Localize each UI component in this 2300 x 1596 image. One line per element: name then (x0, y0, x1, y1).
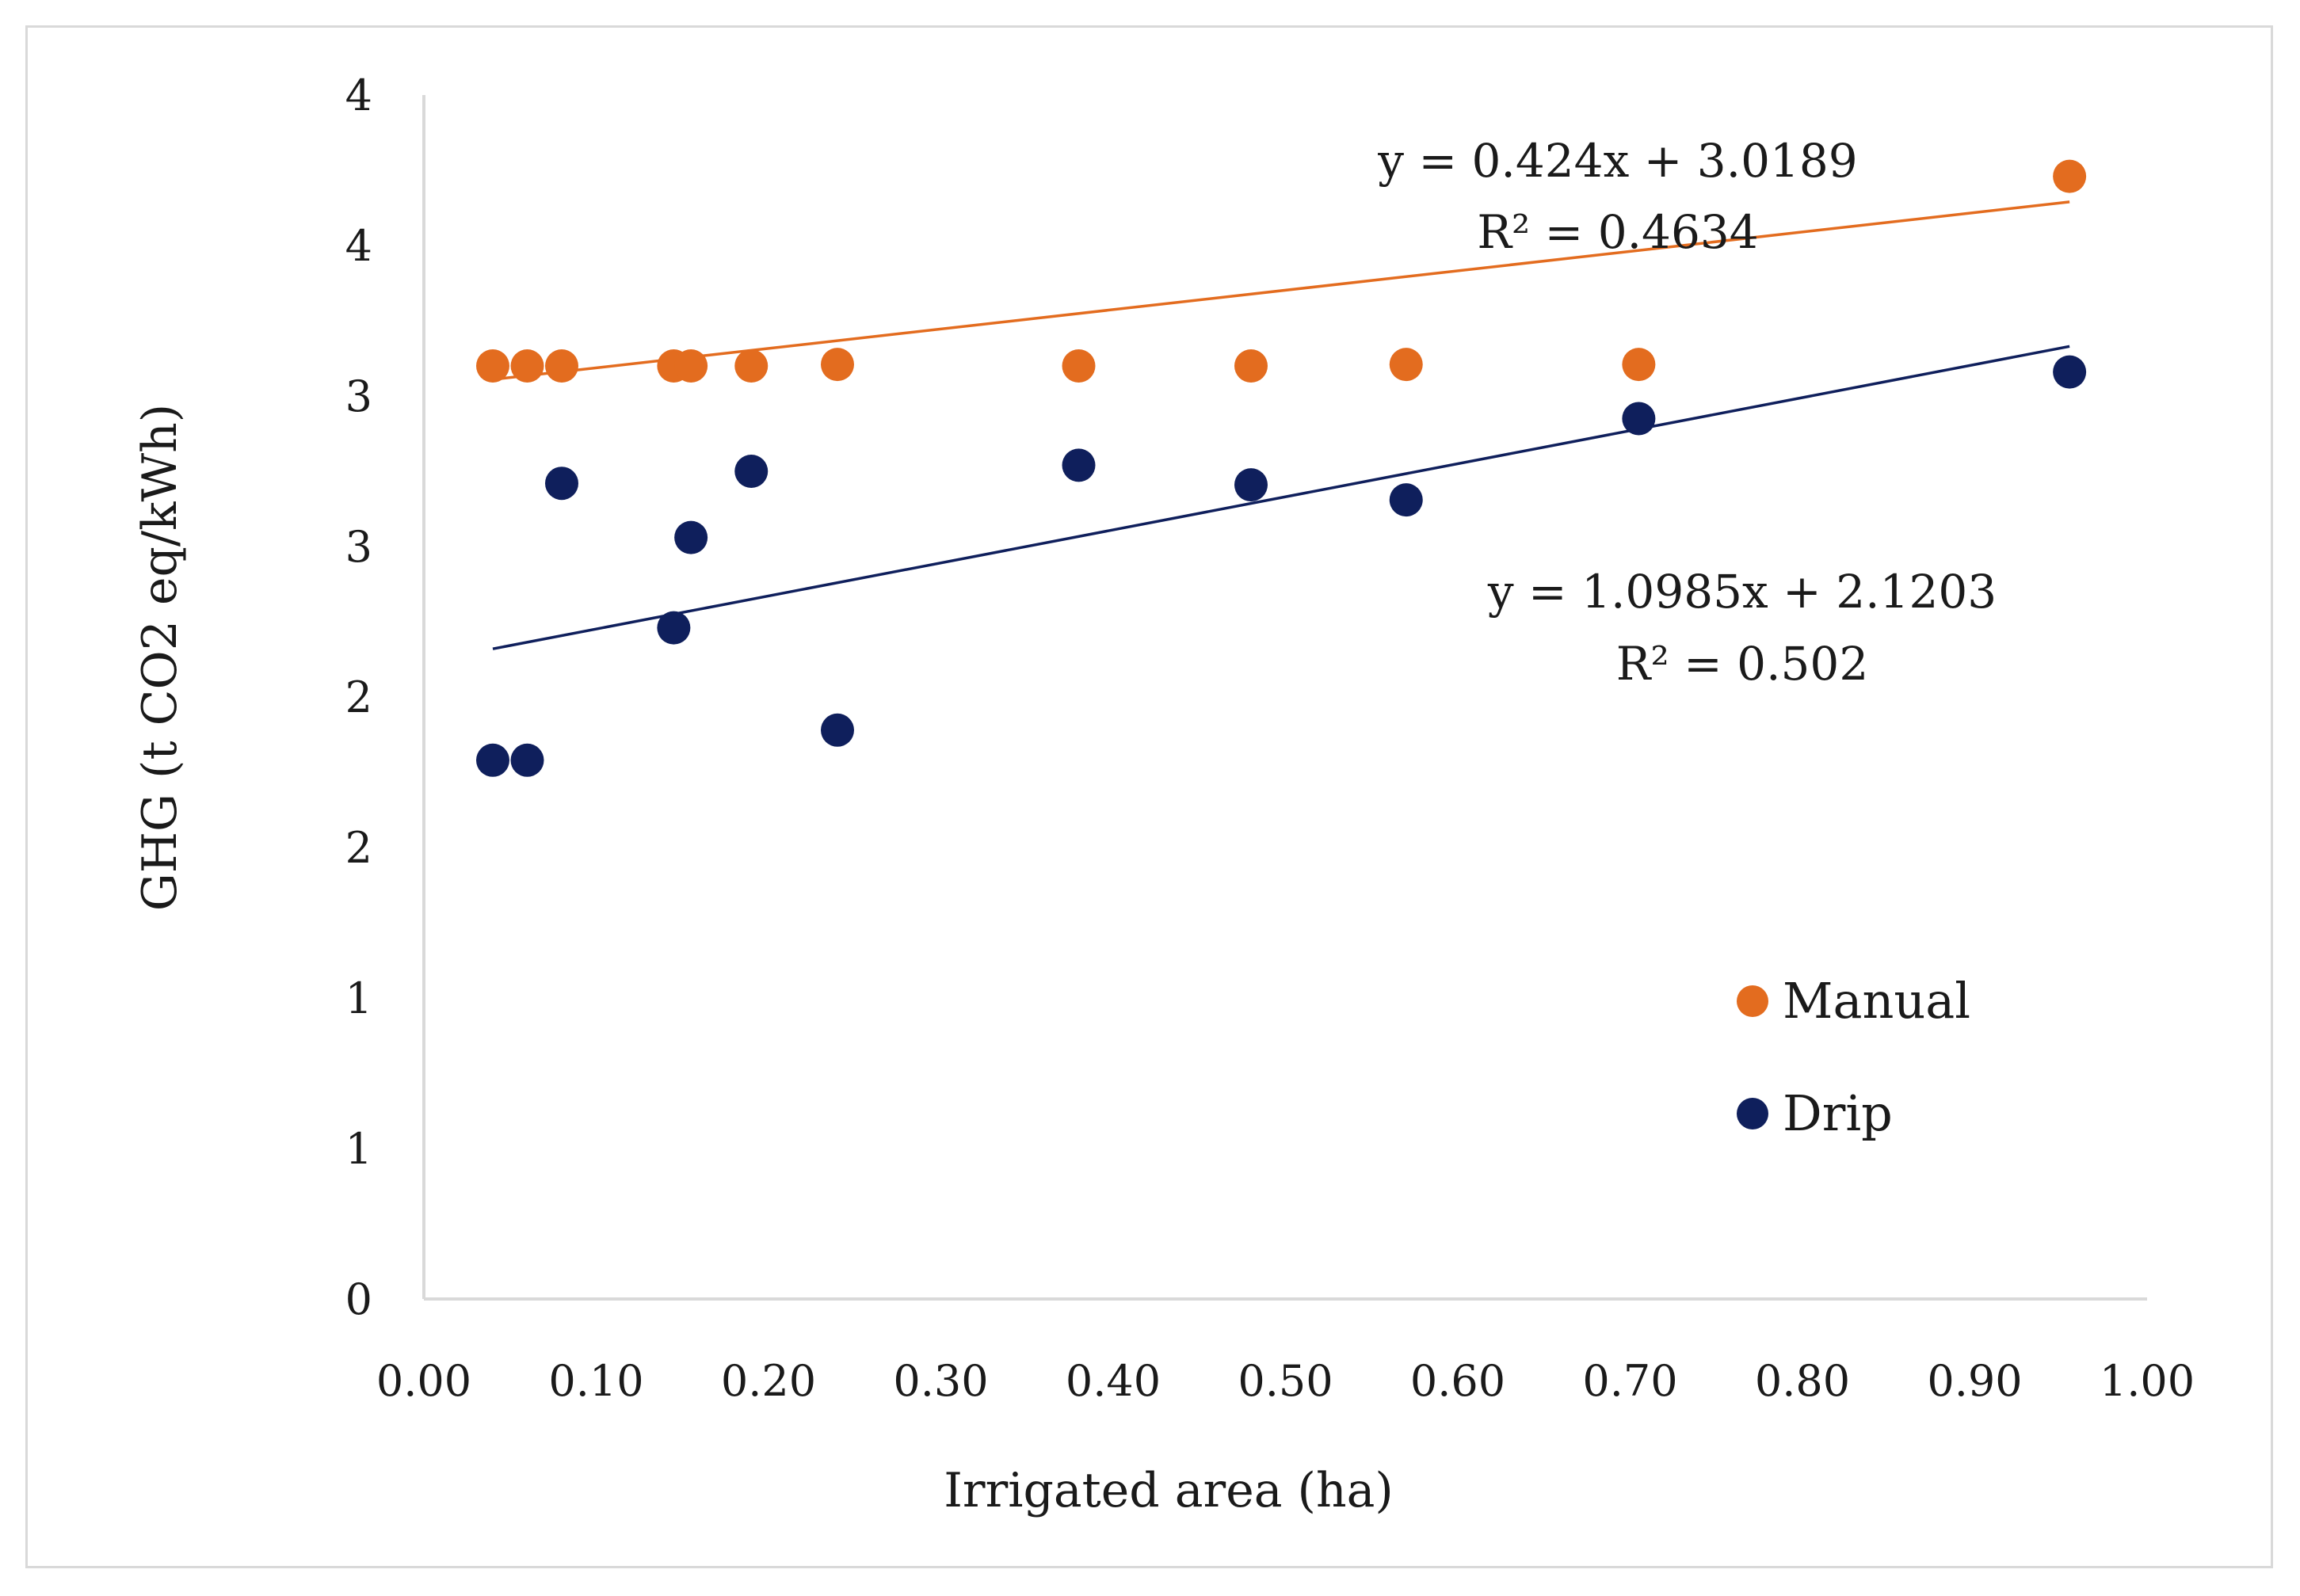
y-tick-label: 1 (345, 1124, 372, 1174)
drip-point (734, 455, 769, 488)
drip-point (1062, 448, 1096, 482)
x-axis-title: Irrigated area (ha) (944, 1463, 1394, 1518)
drip-r2: R² = 0.502 (1616, 637, 1868, 691)
drip-point (657, 611, 691, 645)
manual-point (545, 349, 578, 383)
manual-point (1622, 348, 1656, 382)
drip-point (1389, 483, 1423, 517)
y-tick-label: 1 (345, 973, 372, 1023)
drip-equation: y = 1.0985x + 2.1203 (1487, 565, 1997, 619)
drip-trendline (492, 345, 2070, 650)
drip-point (1622, 402, 1656, 436)
x-tick-label: 0.50 (1238, 1356, 1333, 1406)
drip-point (821, 713, 854, 747)
chart-frame (25, 25, 2273, 1568)
manual-point (821, 348, 854, 382)
manual-point (1389, 348, 1423, 382)
y-tick-label: 4 (345, 70, 372, 120)
manual-point (476, 349, 509, 383)
x-tick-label: 0.40 (1066, 1356, 1161, 1406)
legend-drip-label: Drip (1783, 1084, 1893, 1142)
y-tick-label: 4 (345, 221, 372, 271)
legend: Manual Drip (1737, 972, 1970, 1142)
y-tick-label: 3 (345, 371, 372, 421)
drip-point (674, 520, 708, 554)
drip-trendline-annotation: y = 1.0985x + 2.1203 R² = 0.502 (1487, 565, 1997, 691)
manual-r2: R² = 0.4634 (1477, 205, 1758, 259)
y-tick-label: 3 (345, 522, 372, 572)
axes (422, 95, 2147, 1301)
data-points (476, 159, 2087, 777)
x-tick-label: 1.00 (2100, 1356, 2195, 1406)
manual-point (2053, 159, 2087, 193)
x-tick-label: 0.90 (1927, 1356, 2022, 1406)
x-tick-labels: 0.00 0.10 0.20 0.30 0.40 0.50 0.60 0.70 0.80 0.90… (376, 1356, 2195, 1406)
manual-point (674, 349, 708, 383)
y-tick-label: 0 (345, 1274, 372, 1324)
drip-point (510, 743, 544, 777)
x-tick-label: 0.10 (548, 1356, 643, 1406)
legend-manual-marker (1737, 985, 1768, 1017)
manual-trendline (492, 200, 2070, 381)
drip-point (2053, 355, 2087, 389)
x-tick-label: 0.60 (1410, 1356, 1505, 1406)
x-tick-label: 0.80 (1755, 1356, 1850, 1406)
drip-point (476, 743, 509, 777)
legend-manual-label: Manual (1783, 972, 1970, 1030)
y-tick-label: 2 (345, 823, 372, 873)
manual-equation: y = 0.424x + 3.0189 (1377, 134, 1857, 188)
manual-trendline-annotation: y = 0.424x + 3.0189 R² = 0.4634 (1377, 134, 1857, 259)
manual-point (1234, 349, 1268, 383)
y-axis-title: GHG (t CO2 eq/kWh) (132, 404, 188, 911)
manual-point (734, 349, 769, 383)
x-tick-label: 0.70 (1582, 1356, 1677, 1406)
y-tick-label: 2 (345, 672, 372, 722)
manual-point (1062, 349, 1096, 383)
legend-drip-marker (1737, 1098, 1768, 1129)
manual-point (510, 349, 544, 383)
drip-point (1234, 468, 1268, 502)
y-tick-labels: 0 1 1 2 2 3 3 4 4 (345, 70, 372, 1324)
x-tick-label: 0.30 (893, 1356, 988, 1406)
drip-point (545, 467, 578, 501)
x-tick-label: 0.20 (721, 1356, 816, 1406)
x-tick-label: 0.00 (376, 1356, 471, 1406)
